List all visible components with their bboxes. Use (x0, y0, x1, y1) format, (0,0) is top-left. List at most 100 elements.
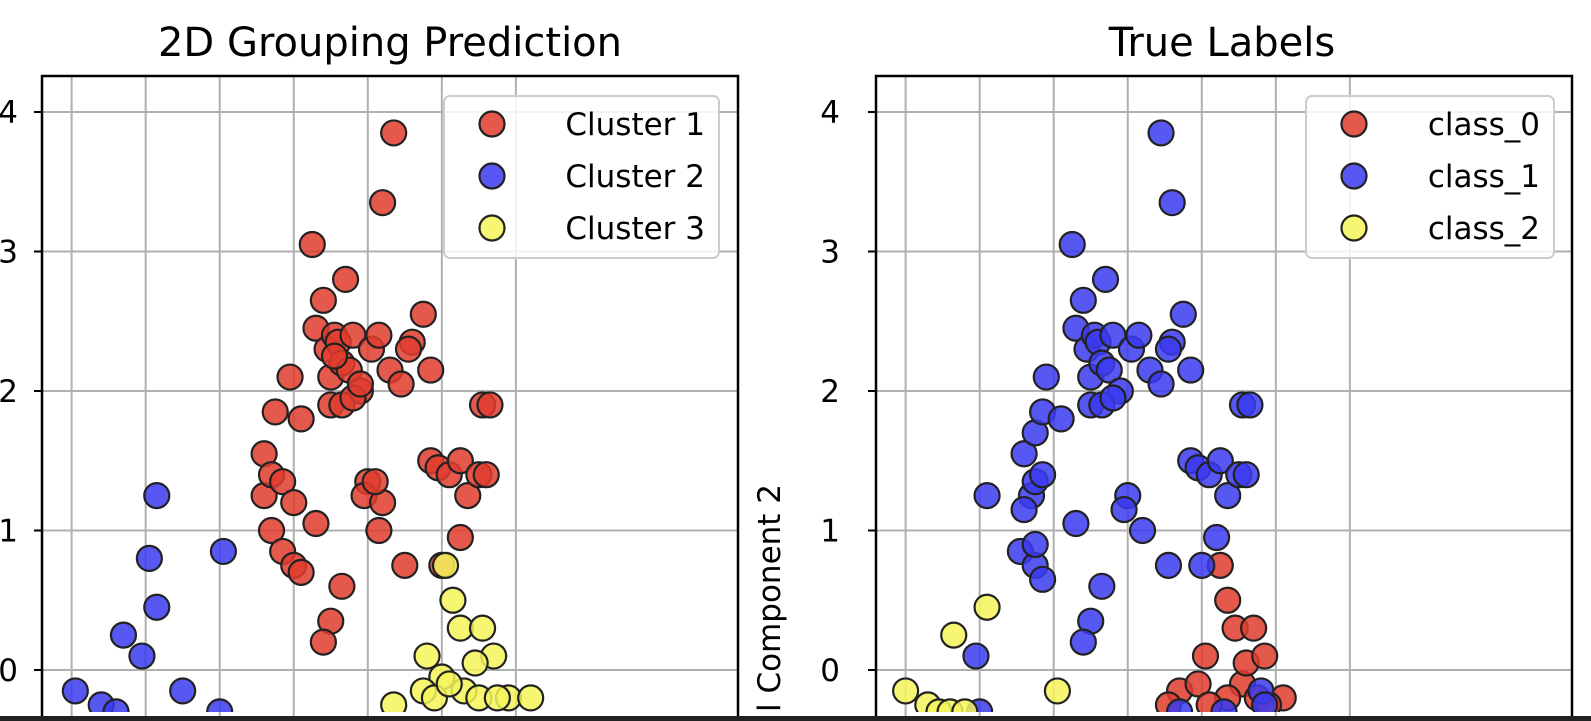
point-class-2 (973, 593, 1001, 621)
point-cluster-1 (391, 551, 419, 579)
point-cluster-2 (102, 698, 130, 712)
legend-box (1305, 95, 1555, 259)
point-class-1 (1165, 698, 1194, 712)
legend-marker (1340, 162, 1368, 190)
point-class-0 (1191, 642, 1220, 670)
y-tick-label: 4 (820, 95, 840, 131)
point-cluster-1 (257, 516, 286, 545)
axes-frame (40, 74, 740, 721)
point-cluster-1 (417, 356, 445, 384)
point-cluster-1 (446, 523, 474, 552)
point-cluster-1 (261, 398, 289, 426)
point-cluster-1 (287, 558, 315, 586)
point-class-1 (1069, 286, 1097, 314)
data-points (61, 119, 545, 712)
point-cluster-1 (361, 468, 389, 496)
point-cluster-2 (128, 642, 156, 670)
point-cluster-3 (468, 614, 497, 642)
point-class-1 (1099, 384, 1127, 412)
chart-title: 2D Grouping Prediction (158, 20, 622, 66)
legend: Cluster 1 Cluster 2 Cluster 3 (443, 95, 720, 259)
point-cluster-3 (439, 586, 467, 614)
point-class-2 (951, 698, 979, 712)
point-cluster-2 (109, 621, 138, 649)
point-class-1 (1232, 461, 1260, 489)
point-class-1 (1010, 440, 1038, 468)
y-tick-label: 1 (820, 514, 840, 550)
point-cluster-1 (472, 461, 500, 489)
bottom-edge-bar (0, 716, 1591, 721)
point-cluster-3 (461, 649, 489, 677)
point-class-1 (1251, 691, 1279, 712)
point-class-1 (1158, 189, 1186, 217)
point-class-0 (1214, 586, 1242, 614)
point-cluster-2 (135, 544, 163, 573)
legend-marker (478, 214, 506, 242)
legend-marker (478, 162, 506, 190)
point-class-1 (1169, 300, 1197, 328)
data-points (892, 119, 1297, 712)
point-cluster-1 (394, 335, 423, 363)
point-class-1 (1021, 530, 1049, 559)
point-cluster-1 (280, 489, 308, 517)
point-cluster-1 (309, 628, 337, 656)
point-cluster-1 (298, 230, 326, 259)
point-class-1 (1032, 363, 1060, 391)
legend-label: Cluster 3 (565, 211, 705, 247)
point-class-2 (1043, 677, 1072, 705)
point-cluster-1 (454, 482, 482, 510)
legend-label: Cluster 1 (565, 107, 705, 143)
y-tick-label: 0 (820, 653, 840, 689)
point-class-1 (1028, 461, 1057, 489)
y-tick-label: 4 (0, 95, 18, 131)
point-cluster-1 (365, 516, 393, 545)
point-cluster-2 (209, 537, 238, 566)
y-tick-label: 0 (0, 653, 18, 689)
point-cluster-2 (143, 482, 171, 510)
point-class-1 (1062, 509, 1090, 538)
point-cluster-1 (302, 509, 330, 538)
point-class-1 (1110, 495, 1138, 524)
point-class-1 (962, 642, 990, 670)
point-class-1 (1069, 628, 1097, 656)
point-class-1 (1210, 698, 1238, 712)
y-tick-label: 2 (0, 374, 18, 410)
y-tick-label: 2 (820, 374, 840, 410)
point-cluster-1 (365, 321, 393, 349)
point-class-1 (1188, 551, 1216, 579)
point-class-1 (1125, 321, 1153, 349)
point-cluster-1 (320, 342, 349, 370)
point-cluster-1 (269, 468, 297, 496)
legend: class_0 class_1 class_2 (1305, 95, 1555, 259)
axes-frame (874, 74, 1574, 721)
point-class-2 (940, 621, 968, 649)
point-class-1 (1206, 447, 1234, 475)
chart-2: 0 1 2 3 4 True Labels l Component 2 class_0clas… (752, 20, 1574, 721)
point-cluster-2 (61, 677, 89, 705)
point-cluster-2 (143, 593, 171, 621)
point-class-1 (1058, 230, 1086, 259)
point-cluster-1 (409, 300, 437, 328)
point-cluster-1 (309, 286, 337, 314)
point-class-1 (1128, 516, 1157, 545)
point-cluster-3 (517, 684, 545, 712)
y-tick-label: 3 (820, 235, 840, 271)
point-cluster-1 (287, 405, 315, 433)
point-cluster-1 (346, 370, 374, 398)
point-class-1 (1154, 335, 1183, 363)
point-class-1 (1214, 482, 1242, 510)
point-cluster-1 (387, 370, 415, 398)
point-class-1 (1091, 265, 1120, 293)
point-class-1 (1202, 523, 1231, 552)
point-cluster-3 (413, 642, 441, 670)
point-class-1 (1147, 370, 1175, 398)
point-class-1 (1147, 119, 1175, 147)
point-cluster-1 (476, 391, 504, 419)
point-class-1 (1177, 356, 1205, 384)
point-class-1 (1010, 495, 1038, 524)
y-axis-label: l Component 2 (752, 484, 788, 712)
point-cluster-1 (368, 189, 397, 217)
point-cluster-3 (483, 684, 511, 712)
